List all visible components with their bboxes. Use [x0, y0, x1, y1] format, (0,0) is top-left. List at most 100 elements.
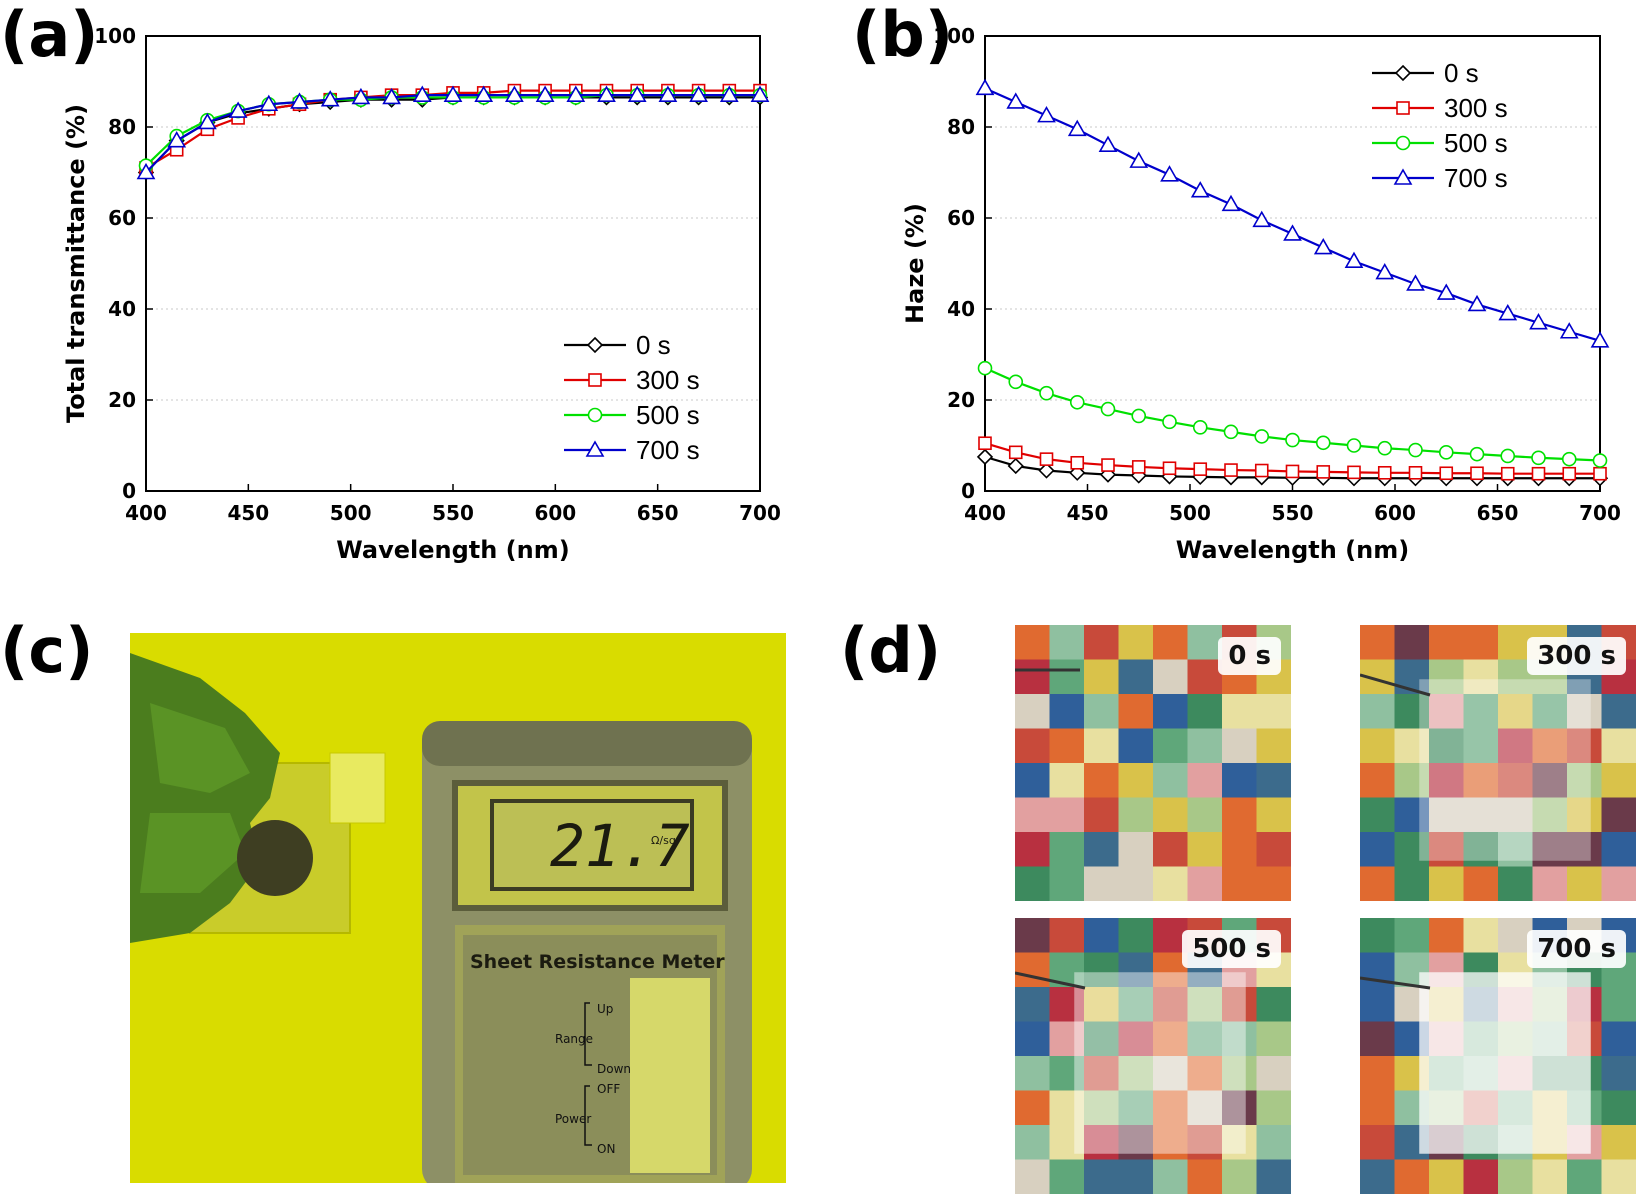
legend-label: 700 s	[1444, 163, 1508, 193]
data-point	[1378, 442, 1391, 455]
grid-cell	[1084, 832, 1119, 867]
data-point	[1471, 448, 1484, 461]
data-point	[1317, 436, 1330, 449]
data-point	[1471, 467, 1483, 479]
grid-cell	[1395, 918, 1430, 953]
data-point	[1501, 449, 1514, 462]
data-point	[1255, 430, 1268, 443]
data-point	[979, 437, 991, 449]
grid-cell	[1602, 1022, 1637, 1057]
grid-cell	[1257, 1091, 1292, 1126]
grid-cell	[1602, 1125, 1637, 1160]
grid-cell	[1602, 1056, 1637, 1091]
x-tick-label: 450	[227, 501, 269, 525]
grid-cell	[1360, 987, 1395, 1022]
grid-cell	[1222, 832, 1257, 867]
grid-cell	[1257, 987, 1292, 1022]
grid-cell	[1084, 1160, 1119, 1194]
y-axis-label: Haze (%)	[901, 203, 929, 324]
data-point	[1225, 425, 1238, 438]
grid-cell	[1429, 625, 1464, 660]
data-point	[1563, 468, 1575, 480]
y-tick-label: 40	[947, 297, 975, 321]
legend-label: 300 s	[1444, 93, 1508, 123]
grid-cell	[1464, 1160, 1499, 1194]
data-point	[1162, 167, 1178, 181]
grid-cell	[1015, 798, 1050, 833]
grid-cell	[1360, 763, 1395, 798]
data-point	[1223, 196, 1239, 210]
grid-cell	[1050, 918, 1085, 953]
y-tick-label: 0	[122, 479, 136, 503]
grid-cell	[1257, 1125, 1292, 1160]
grid-cell	[1257, 729, 1292, 764]
grid-cell	[1257, 798, 1292, 833]
x-tick-label: 500	[1169, 501, 1211, 525]
grid-cell	[1360, 1056, 1395, 1091]
x-tick-label: 650	[1477, 501, 1519, 525]
legend-label: 500 s	[636, 400, 700, 430]
grid-cell	[1602, 729, 1637, 764]
y-axis-label: Total transmittance (%)	[62, 104, 90, 423]
grid-cell	[1360, 832, 1395, 867]
data-point	[1039, 108, 1055, 122]
data-point	[1009, 459, 1023, 473]
x-tick-label: 550	[1272, 501, 1314, 525]
x-tick-label: 700	[1579, 501, 1621, 525]
data-point	[1100, 137, 1116, 151]
grid-cell	[1050, 867, 1085, 902]
grid-cell	[1360, 1022, 1395, 1057]
grid-cell	[1602, 763, 1637, 798]
legend-marker	[1397, 137, 1410, 150]
grid-cell	[1222, 1160, 1257, 1194]
grid-cell	[1360, 729, 1395, 764]
grid-cell	[1015, 763, 1050, 798]
legend-label: 300 s	[636, 365, 700, 395]
grid-cell	[1084, 918, 1119, 953]
grid-cell	[1119, 1160, 1154, 1194]
data-point	[1563, 453, 1576, 466]
grid-cell	[1567, 1160, 1602, 1194]
grid-cell	[1360, 694, 1395, 729]
legend-marker	[589, 374, 601, 386]
grid-cell	[1257, 763, 1292, 798]
grid-cell	[1429, 918, 1464, 953]
grid-cell	[1084, 867, 1119, 902]
meter-range-label: Range	[555, 1032, 593, 1046]
panel-label-c: (c)	[0, 620, 93, 682]
grid-cell	[1015, 832, 1050, 867]
panel-label-d: (d)	[840, 620, 941, 682]
y-tick-label: 60	[947, 206, 975, 230]
data-point	[1102, 459, 1114, 471]
meter-down-label: Down	[597, 1062, 631, 1076]
data-point	[1533, 468, 1545, 480]
meter-unit: Ω/sq	[651, 834, 676, 847]
grid-cell	[1188, 832, 1223, 867]
grid-cell	[1015, 1125, 1050, 1160]
data-point	[1379, 467, 1391, 479]
data-point	[978, 450, 992, 464]
grid-cell	[1360, 1125, 1395, 1160]
film-overlay	[1420, 973, 1590, 1153]
grid-cell	[1015, 625, 1050, 660]
grid-cell	[1533, 867, 1568, 902]
grid-cell	[1602, 1091, 1637, 1126]
grid-cell	[1257, 867, 1292, 902]
grid-cell	[1395, 1160, 1430, 1194]
data-point	[1502, 468, 1514, 480]
grid-cell	[1464, 867, 1499, 902]
grid-cell	[1222, 867, 1257, 902]
grid-cell	[1360, 1160, 1395, 1194]
data-point	[1317, 466, 1329, 478]
grid-cell	[1498, 867, 1533, 902]
y-tick-label: 20	[947, 388, 975, 412]
grid-cell	[1015, 953, 1050, 988]
grid-cell	[1395, 625, 1430, 660]
y-tick-label: 20	[108, 388, 136, 412]
grid-cell	[1602, 867, 1637, 902]
data-point	[1440, 446, 1453, 459]
data-point	[1532, 451, 1545, 464]
data-point	[979, 362, 992, 375]
